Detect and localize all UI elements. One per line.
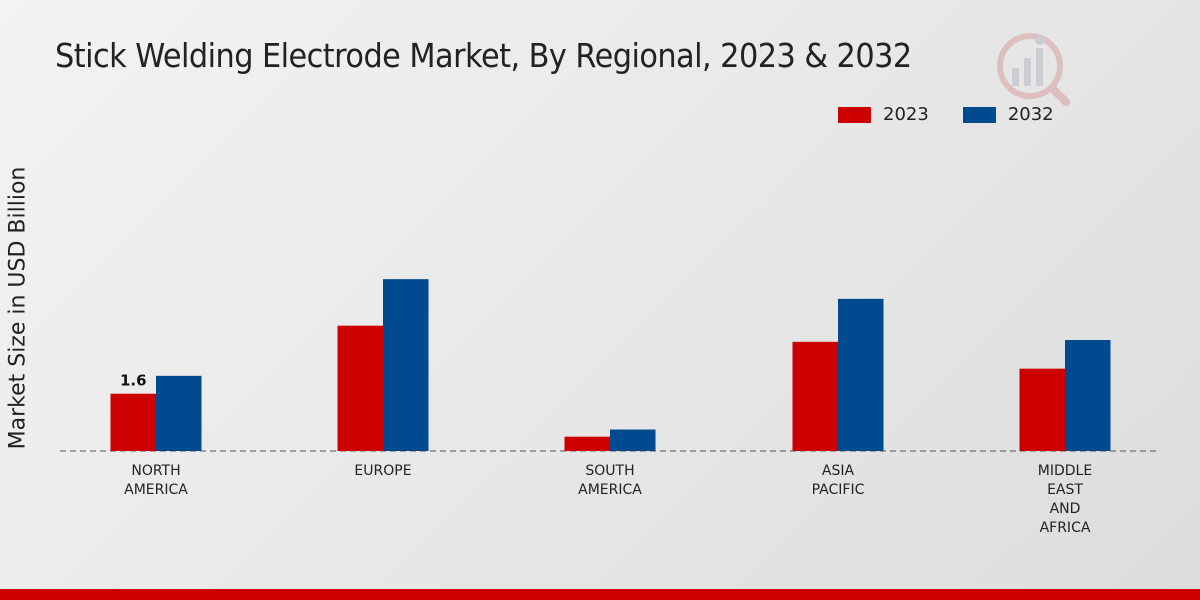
x-tick-label-4: MIDDLE EAST AND AFRICA — [1038, 463, 1092, 536]
bar-2032-0 — [156, 375, 202, 451]
legend-item-2032: 2032 — [962, 104, 1054, 125]
bar-2032-3 — [838, 298, 884, 451]
data-label-0: 1.6 — [120, 372, 147, 390]
bar-2023-1 — [337, 325, 383, 451]
market-research-logo-icon — [997, 33, 1070, 106]
legend-label-2032: 2032 — [1007, 104, 1054, 125]
x-tick-label-3: ASIA PACIFIC — [812, 463, 865, 498]
bar-2032-2 — [610, 429, 656, 451]
x-tick-label-1: EUROPE — [354, 463, 411, 479]
bar-2023-3 — [792, 341, 838, 451]
legend-swatch-2023 — [838, 106, 871, 123]
bar-2023-2 — [564, 436, 610, 451]
x-tick-label-0: NORTH AMERICA — [124, 463, 188, 498]
bar-2032-1 — [383, 279, 429, 451]
bar-2032-4 — [1065, 340, 1111, 451]
bottom-accent-bar — [0, 589, 1200, 600]
legend-label-2023: 2023 — [883, 104, 929, 125]
legend-swatch-2032 — [962, 106, 996, 123]
x-tick-label-2: SOUTH AMERICA — [578, 463, 642, 498]
bar-2023-0 — [110, 393, 156, 451]
legend: 2023 2032 — [838, 104, 1088, 125]
legend-item-2023: 2023 — [838, 104, 929, 125]
bar-2023-4 — [1019, 368, 1065, 451]
chart-title: Stick Welding Electrode Market, By Regio… — [55, 36, 912, 75]
